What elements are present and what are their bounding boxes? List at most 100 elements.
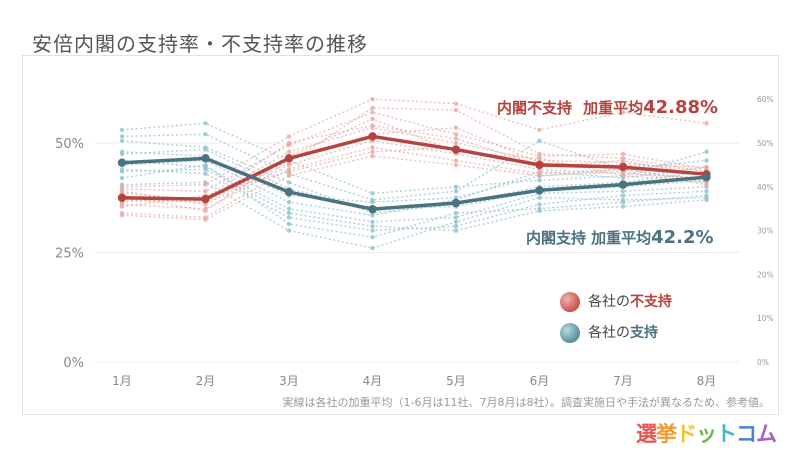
disapprove-company-line-point [453,136,459,141]
approve-company-line-point [370,245,375,251]
disapprove-company-line-point [370,153,375,159]
approve-company-line-point [537,138,542,144]
approve-company-line-point [704,188,709,194]
approve-company-line-point [453,228,459,233]
approve-company-line-point [203,121,208,126]
x-tick-label: 6月 [530,374,550,388]
approve-average-line-point [702,172,711,182]
disapprove-average-line-point [284,154,294,163]
disapprove-annotation-value: 42.88% [643,97,719,118]
approve-company-line-point [620,204,626,209]
legend-approve-emph: 支持 [630,325,658,341]
logo-char: ッ [696,422,717,446]
approve-company-line-point [370,197,375,203]
disapprove-company-line-point [119,188,125,194]
disapprove-company-line [121,146,707,208]
approve-company-line [121,159,707,216]
approve-company-line-point [370,234,375,240]
approve-company-line-point [286,199,292,205]
logo-char: 選 [636,422,657,446]
y-tick-label-right: 50% [757,139,774,148]
disapprove-company-line [121,126,707,201]
approve-average-line-point [201,154,210,163]
approve-annotation-value: 42.2% [651,227,714,248]
disapprove-company-line-point [370,110,375,115]
disapprove-company-line-point [286,134,292,139]
approve-company-line-point [370,191,375,196]
approve-company-line-point [620,188,626,194]
disapprove-company-line-point [203,188,208,194]
approve-company-line-point [453,188,459,194]
approve-company-line-point [119,134,125,139]
disapprove-company-line-point [370,105,375,111]
approve-company-line-point [286,215,292,220]
approve-average-line-point [117,158,127,167]
disapprove-company-line-point [537,151,542,157]
approve-company-line-point [286,221,292,227]
approve-company-line-point [453,184,459,189]
y-tick-label-right: 30% [757,227,774,236]
logo-char: コ [736,422,757,446]
weighted-average-lines [117,132,711,214]
disapprove-company-line-point [203,208,208,214]
y-tick-label-right: 60% [757,95,774,104]
disapprove-company-line-point [370,97,375,102]
approve-company-line-point [453,219,459,225]
disapprove-company-line-point [286,173,292,179]
disapprove-company-line-point [453,140,459,146]
approve-company-line-point [286,228,292,233]
disapprove-company-line-point [620,156,626,161]
x-tick-label: 7月 [613,374,633,388]
approve-company-line-point [704,197,709,203]
approve-company-line [121,122,707,195]
disapprove-company-line [121,111,707,192]
y-tick-label-left: 50% [55,137,84,152]
disapprove-average-line-point [368,132,377,141]
disapprove-company-line [121,140,707,210]
logo-char: 挙 [656,422,677,446]
disapprove-company-line-point [453,162,459,168]
disapprove-company-line [121,126,707,203]
approve-average-line-point [535,186,544,195]
approve-company-line-point [203,162,208,168]
approve-company-line [121,140,707,214]
approve-company-line-point [370,219,375,225]
approve-company-line-point [370,224,375,229]
disapprove-company-line-point [453,158,459,163]
approve-company-line-point [537,195,542,200]
legend-disapprove-prefix: 各社の [588,294,630,310]
legend-disapprove: 各社の不支持 [560,291,672,312]
legend-approve-prefix: 各社の [588,325,630,341]
disapprove-company-line-point [453,101,459,106]
x-tick-label: 1月 [112,374,132,388]
approve-company-line-point [370,213,375,218]
disapprove-company-line-point [620,110,626,115]
approve-average-line-point [618,180,628,189]
disapprove-company-line-point [370,116,375,122]
disapprove-company-line [121,124,707,203]
approve-company-line-point [620,197,626,203]
disapprove-company-line-point [453,132,459,137]
page-title: 安倍内閣の支持率・不支持率の推移 [32,32,368,56]
approve-company-line-point [704,158,709,163]
x-tick-label: 8月 [697,374,717,388]
approve-company-line [121,159,707,223]
logo-char: ト [716,422,737,446]
approve-company-line-point [537,202,542,207]
footnote: 実線は各社の加重平均（1-6月は11社、7月8月は8社）。調査実施日や手法が異な… [282,396,770,409]
approve-company-line-point [453,215,459,220]
disapprove-company-line-point [620,173,626,179]
x-tick-label: 3月 [279,374,299,388]
approve-company-line [121,148,707,210]
approve-company-line-point [203,132,208,137]
approve-company-line-point [704,149,709,154]
approve-average-line-point [284,187,294,197]
disapprove-company-line-point [203,217,208,222]
disapprove-company-line-point [453,125,459,130]
disapprove-company-line-point [704,121,709,126]
site-logo: 選挙ドットコム [636,418,777,448]
disapprove-annotation-prefix: 加重平均 [583,99,644,117]
disapprove-company-line-point [119,213,125,218]
disapprove-company-line-point [286,140,292,146]
